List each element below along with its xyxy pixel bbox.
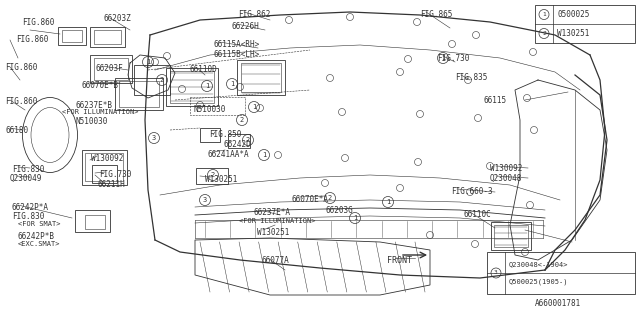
Text: 66110D: 66110D xyxy=(190,65,218,74)
Text: 66115A<RH>: 66115A<RH> xyxy=(213,40,259,49)
Text: 1: 1 xyxy=(542,12,546,17)
Text: 66211H: 66211H xyxy=(97,180,125,189)
Text: 1: 1 xyxy=(230,81,234,87)
Bar xyxy=(535,5,635,43)
Text: 1: 1 xyxy=(441,55,445,61)
Text: 2: 2 xyxy=(246,137,250,143)
Text: FIG.862: FIG.862 xyxy=(238,10,270,19)
Text: 0500025: 0500025 xyxy=(557,10,589,19)
Text: <EXC.SMAT>: <EXC.SMAT> xyxy=(18,241,61,247)
Text: <FOR SMAT>: <FOR SMAT> xyxy=(18,221,61,227)
Text: W130092: W130092 xyxy=(490,164,522,173)
Text: FIG.660-3: FIG.660-3 xyxy=(451,187,493,196)
Text: FIG.730: FIG.730 xyxy=(437,54,469,63)
Bar xyxy=(90,27,125,47)
Bar xyxy=(200,128,220,142)
Text: FIG.865: FIG.865 xyxy=(420,10,452,19)
Bar xyxy=(92,165,117,183)
Text: W130251: W130251 xyxy=(205,175,237,184)
Text: W130251: W130251 xyxy=(257,228,289,237)
Bar xyxy=(62,30,82,42)
Text: 66242D: 66242D xyxy=(223,140,251,149)
Bar xyxy=(85,215,105,229)
Text: A660001781: A660001781 xyxy=(535,299,581,308)
Bar xyxy=(82,150,127,185)
Text: 66237E*A: 66237E*A xyxy=(254,208,291,217)
Text: FRONT: FRONT xyxy=(387,256,412,265)
Bar xyxy=(166,68,218,106)
Text: FIG.860: FIG.860 xyxy=(5,63,37,72)
Text: 3: 3 xyxy=(152,135,156,141)
Bar xyxy=(196,168,228,184)
Text: FIG.860: FIG.860 xyxy=(22,18,54,27)
Text: 1: 1 xyxy=(353,215,357,221)
Text: W130251: W130251 xyxy=(557,29,589,38)
Text: Q230049: Q230049 xyxy=(10,174,42,183)
Bar xyxy=(228,134,250,148)
Text: 1: 1 xyxy=(205,83,209,89)
Text: FIG.860: FIG.860 xyxy=(5,97,37,106)
Bar xyxy=(94,30,121,44)
Text: FIG.830: FIG.830 xyxy=(12,212,44,221)
Text: 1: 1 xyxy=(146,59,150,65)
Bar xyxy=(491,222,531,250)
Text: 2: 2 xyxy=(240,117,244,123)
Bar xyxy=(85,153,123,181)
Text: 2: 2 xyxy=(211,172,215,178)
Text: FIG.860: FIG.860 xyxy=(16,35,49,44)
Text: 66110C: 66110C xyxy=(464,210,492,219)
Bar xyxy=(119,81,159,107)
Text: 66203F: 66203F xyxy=(96,64,124,73)
Bar xyxy=(94,58,128,80)
Bar xyxy=(134,65,170,95)
Text: 66237E*B: 66237E*B xyxy=(75,101,112,110)
Text: FIG.730: FIG.730 xyxy=(99,170,131,179)
Bar xyxy=(90,55,132,83)
Text: Q230048<-1904>: Q230048<-1904> xyxy=(509,261,568,267)
Bar xyxy=(58,27,86,45)
Text: 66115: 66115 xyxy=(483,96,506,105)
Bar xyxy=(115,78,163,110)
Text: 66203G: 66203G xyxy=(326,206,354,215)
Bar xyxy=(237,60,285,95)
Text: 66115B<LH>: 66115B<LH> xyxy=(213,50,259,59)
Text: <FOR ILLUMINATION>: <FOR ILLUMINATION> xyxy=(62,109,138,115)
Text: FIG.835: FIG.835 xyxy=(455,73,488,82)
Text: 66242P*A: 66242P*A xyxy=(12,203,49,212)
Text: N510030: N510030 xyxy=(75,117,108,126)
Bar xyxy=(487,252,635,294)
Bar xyxy=(170,71,214,103)
Bar xyxy=(241,63,281,92)
Text: Q500025(1905-): Q500025(1905-) xyxy=(509,279,568,285)
Text: W130092: W130092 xyxy=(91,154,124,163)
Text: FIG.830: FIG.830 xyxy=(12,165,44,174)
Text: 66226H: 66226H xyxy=(231,22,259,31)
Text: 66077A: 66077A xyxy=(262,256,290,265)
Text: 2: 2 xyxy=(542,31,546,36)
Text: 66203Z: 66203Z xyxy=(104,14,132,23)
Bar xyxy=(75,210,110,232)
Text: 1: 1 xyxy=(386,199,390,205)
Text: 66070E*A: 66070E*A xyxy=(292,195,329,204)
Bar xyxy=(494,225,528,247)
Text: 1: 1 xyxy=(252,104,256,110)
Bar xyxy=(190,97,245,115)
Text: 1: 1 xyxy=(262,152,266,158)
Text: 66180: 66180 xyxy=(5,126,28,135)
Text: FIG.850: FIG.850 xyxy=(209,130,241,139)
Text: 2: 2 xyxy=(160,77,164,83)
Text: 66242P*B: 66242P*B xyxy=(18,232,55,241)
Text: 3: 3 xyxy=(203,197,207,203)
Text: 2: 2 xyxy=(328,195,332,201)
Text: 3: 3 xyxy=(494,270,498,276)
Text: 66241AA*A: 66241AA*A xyxy=(207,150,248,159)
Text: <FOR ILLUMINATION>: <FOR ILLUMINATION> xyxy=(239,218,316,224)
Text: 66070E*B: 66070E*B xyxy=(82,81,119,90)
Text: Q230048: Q230048 xyxy=(490,174,522,183)
Text: N510030: N510030 xyxy=(193,105,225,114)
